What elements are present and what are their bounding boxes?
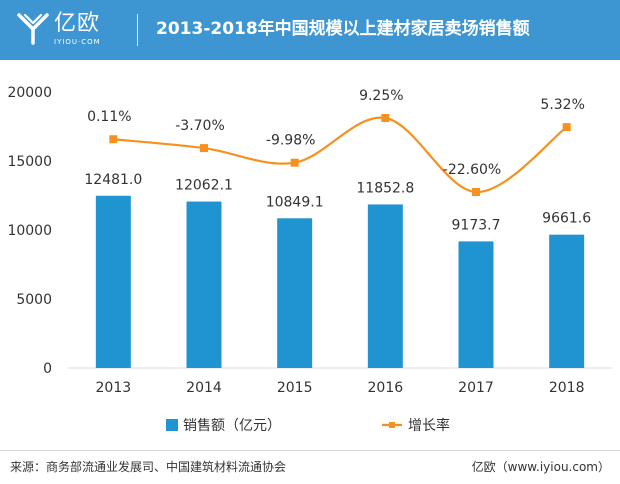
bar-value-label: 12062.1	[175, 178, 233, 194]
logo-icon	[17, 13, 49, 45]
bar-value-label: 12481.0	[84, 172, 142, 188]
bar-value-label: 9661.6	[542, 211, 591, 227]
growth-value-label: 9.25%	[359, 88, 403, 104]
bar-value-label: 9173.7	[452, 217, 501, 233]
y-tick-label: 0	[43, 361, 52, 377]
x-tick-label: 2013	[96, 380, 132, 396]
bar	[549, 234, 585, 368]
y-tick-label: 15000	[7, 154, 52, 170]
x-tick-label: 2016	[368, 380, 404, 396]
x-tick-label: 2015	[277, 380, 313, 396]
growth-value-label: -22.60%	[443, 162, 501, 178]
brand-credit: 亿欧（www.iyiou.com）	[471, 460, 610, 474]
x-tick-label: 2018	[549, 380, 585, 396]
y-tick-label: 5000	[16, 292, 52, 308]
growth-marker	[200, 144, 208, 153]
bar-value-label: 10849.1	[266, 194, 324, 210]
chart-area: 0 5000 10000 15000 20000 12481.0 12062.1 10849.…	[7, 85, 612, 434]
legend-line-label: 增长率	[408, 417, 450, 434]
header-banner: 亿欧 IYIOU·COM 2013-2018年中国规模以上建材家居卖场销售额	[0, 0, 620, 60]
y-tick-label: 10000	[7, 223, 52, 239]
growth-value-label: 5.32%	[540, 97, 584, 113]
growth-value-label: 0.11%	[87, 109, 131, 125]
source-note: 来源：商务部流通业发展司、中国建筑材料流通协会	[10, 460, 287, 474]
growth-marker	[290, 158, 299, 167]
growth-value-label: -3.70%	[175, 118, 225, 134]
logo-text: 亿欧	[54, 11, 101, 36]
legend-bar-swatch	[166, 419, 178, 431]
bar	[277, 218, 313, 368]
legend-line-marker	[389, 422, 395, 428]
growth-marker	[562, 123, 571, 132]
bar-value-label: 11852.8	[356, 180, 414, 196]
x-tick-label: 2014	[186, 380, 222, 396]
bar	[186, 201, 222, 368]
chart-title: 2013-2018年中国规模以上建材家居卖场销售额	[156, 19, 530, 39]
bar	[458, 241, 494, 368]
x-tick-label: 2017	[458, 380, 494, 396]
bar	[367, 204, 403, 368]
header-divider	[137, 14, 138, 46]
logo: 亿欧 IYIOU·COM	[16, 8, 126, 52]
growth-marker	[472, 188, 480, 196]
logo-subtext: IYIOU·COM	[54, 38, 101, 46]
footer-divider	[0, 450, 620, 451]
legend-bar-label: 销售额（亿元）	[183, 418, 281, 434]
growth-marker	[109, 135, 118, 144]
y-tick-label: 20000	[7, 85, 52, 101]
growth-value-label: -9.98%	[266, 133, 316, 149]
growth-marker	[381, 114, 390, 122]
bar	[95, 195, 131, 368]
